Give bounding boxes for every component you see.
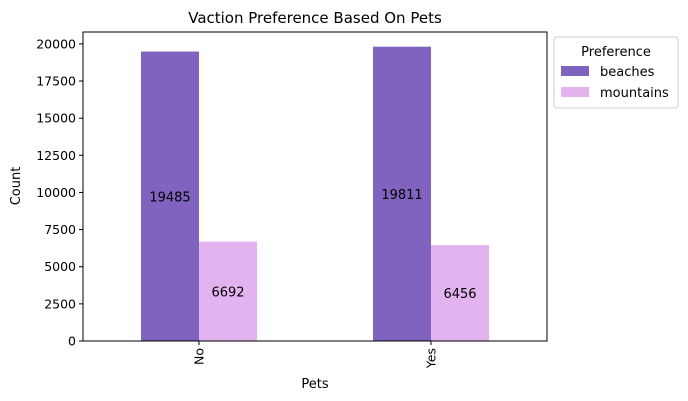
y-tick-label: 5000 — [44, 259, 76, 274]
x-tick-label: No — [192, 348, 207, 365]
bar-beaches-no — [141, 51, 199, 341]
y-tick-label: 17500 — [36, 74, 76, 89]
x-tick-label: Yes — [424, 348, 439, 369]
x-axis-label: Pets — [301, 377, 328, 392]
y-tick-label: 10000 — [36, 185, 76, 200]
x-axis: No Yes — [192, 341, 439, 369]
legend-swatch-beaches — [561, 66, 589, 76]
bar-mountains-yes — [431, 245, 489, 341]
legend-swatch-mountains — [561, 87, 589, 97]
y-tick-label: 12500 — [36, 148, 76, 163]
legend-label-beaches: beaches — [600, 65, 655, 80]
y-tick-label: 0 — [68, 334, 76, 349]
y-axis: 0 2500 5000 7500 10000 12500 15000 17500 20000 — [36, 36, 83, 349]
y-tick-label: 20000 — [36, 36, 76, 51]
y-axis-label: Count — [9, 167, 24, 206]
legend-title: Preference — [581, 45, 651, 60]
data-label: 19811 — [381, 188, 422, 203]
data-label: 6456 — [443, 287, 476, 302]
data-label: 19485 — [149, 190, 190, 205]
bar-mountains-no — [199, 241, 257, 341]
legend-label-mountains: mountains — [600, 86, 669, 101]
bar-beaches-yes — [373, 46, 431, 342]
y-tick-label: 7500 — [44, 222, 76, 237]
y-tick-label: 2500 — [44, 296, 76, 311]
chart-title: Vaction Preference Based On Pets — [188, 9, 442, 27]
y-tick-label: 15000 — [36, 111, 76, 126]
data-label: 6692 — [211, 285, 244, 300]
bars-group: 19485 6692 19811 6456 — [141, 46, 489, 342]
legend: Preference beaches mountains — [553, 36, 679, 109]
plot-frame — [82, 31, 548, 342]
